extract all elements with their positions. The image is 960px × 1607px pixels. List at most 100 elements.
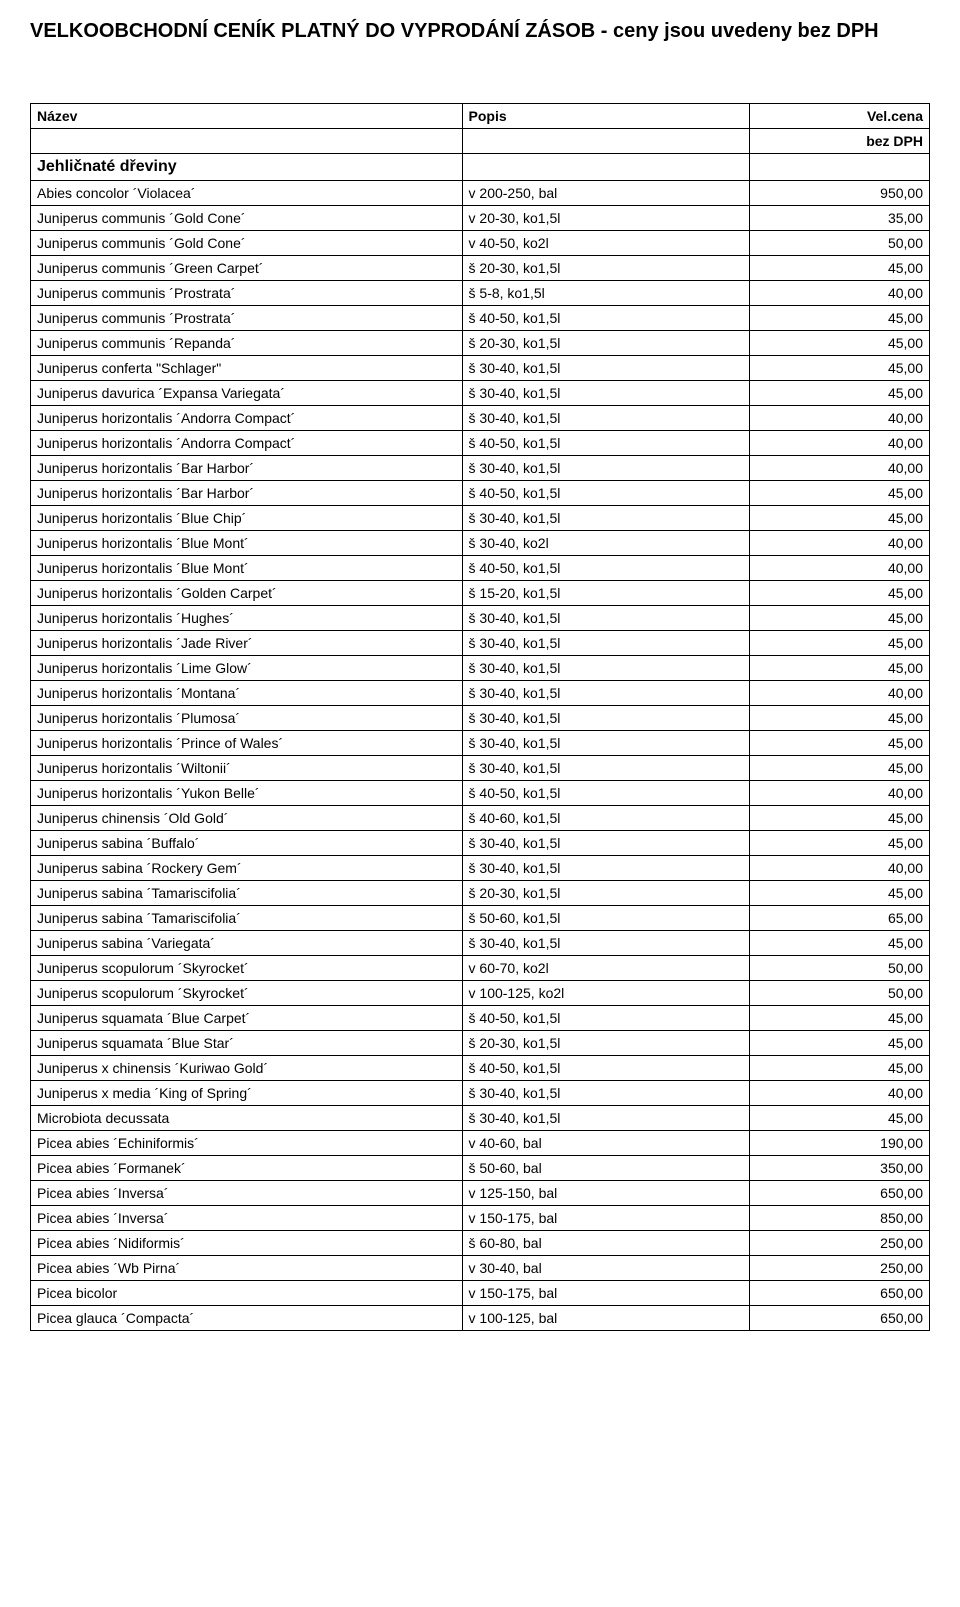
cell-price: 45,00 [750, 1006, 930, 1031]
table-row: Juniperus sabina ´Tamariscifolia´š 50-60… [31, 906, 930, 931]
cell-desc: v 100-125, ko2l [462, 981, 750, 1006]
cell-name: Juniperus horizontalis ´Bar Harbor´ [31, 456, 463, 481]
cell-name: Juniperus sabina ´Rockery Gem´ [31, 856, 463, 881]
cell-desc: š 5-8, ko1,5l [462, 281, 750, 306]
cell-price: 35,00 [750, 206, 930, 231]
header-row: Název Popis Vel.cena [31, 104, 930, 129]
cell-name: Picea abies ´Nidiformis´ [31, 1231, 463, 1256]
section-name: Jehličnaté dřeviny [31, 154, 463, 181]
cell-desc: š 30-40, ko1,5l [462, 731, 750, 756]
table-row: Juniperus horizontalis ´Plumosa´š 30-40,… [31, 706, 930, 731]
cell-name: Juniperus communis ´Gold Cone´ [31, 206, 463, 231]
table-row: Juniperus horizontalis ´Montana´š 30-40,… [31, 681, 930, 706]
table-row: Juniperus scopulorum ´Skyrocket´v 100-12… [31, 981, 930, 1006]
table-row: Juniperus horizontalis ´Bar Harbor´š 40-… [31, 481, 930, 506]
cell-price: 45,00 [750, 656, 930, 681]
cell-name: Picea abies ´Inversa´ [31, 1181, 463, 1206]
cell-name: Juniperus horizontalis ´Blue Chip´ [31, 506, 463, 531]
table-row: Juniperus horizontalis ´Blue Mont´š 30-4… [31, 531, 930, 556]
cell-name: Juniperus scopulorum ´Skyrocket´ [31, 956, 463, 981]
cell-desc: v 20-30, ko1,5l [462, 206, 750, 231]
table-row: Microbiota decussataš 30-40, ko1,5l45,00 [31, 1106, 930, 1131]
cell-name: Abies concolor ´Violacea´ [31, 181, 463, 206]
cell-desc: v 40-50, ko2l [462, 231, 750, 256]
subhead-empty1 [31, 129, 463, 154]
cell-desc: v 150-175, bal [462, 1281, 750, 1306]
cell-name: Juniperus squamata ´Blue Star´ [31, 1031, 463, 1056]
cell-name: Picea glauca ´Compacta´ [31, 1306, 463, 1331]
cell-name: Juniperus sabina ´Variegata´ [31, 931, 463, 956]
cell-name: Juniperus horizontalis ´Jade River´ [31, 631, 463, 656]
cell-desc: š 30-40, ko1,5l [462, 456, 750, 481]
cell-price: 45,00 [750, 356, 930, 381]
cell-desc: š 50-60, ko1,5l [462, 906, 750, 931]
cell-price: 50,00 [750, 231, 930, 256]
cell-desc: š 30-40, ko1,5l [462, 1106, 750, 1131]
cell-desc: v 60-70, ko2l [462, 956, 750, 981]
cell-price: 40,00 [750, 856, 930, 881]
cell-name: Juniperus horizontalis ´Blue Mont´ [31, 531, 463, 556]
table-row: Picea abies ´Inversa´v 150-175, bal850,0… [31, 1206, 930, 1231]
cell-desc: š 40-50, ko1,5l [462, 306, 750, 331]
cell-price: 45,00 [750, 706, 930, 731]
cell-price: 50,00 [750, 981, 930, 1006]
table-row: Juniperus communis ´Gold Cone´v 20-30, k… [31, 206, 930, 231]
header-desc: Popis [462, 104, 750, 129]
cell-price: 40,00 [750, 431, 930, 456]
cell-desc: š 30-40, ko1,5l [462, 506, 750, 531]
cell-desc: š 15-20, ko1,5l [462, 581, 750, 606]
table-row: Juniperus sabina ´Variegata´š 30-40, ko1… [31, 931, 930, 956]
cell-desc: š 30-40, ko1,5l [462, 706, 750, 731]
cell-name: Juniperus sabina ´Tamariscifolia´ [31, 881, 463, 906]
cell-name: Juniperus horizontalis ´Blue Mont´ [31, 556, 463, 581]
cell-name: Juniperus horizontalis ´Bar Harbor´ [31, 481, 463, 506]
table-row: Juniperus horizontalis ´Blue Chip´š 30-4… [31, 506, 930, 531]
cell-name: Juniperus communis ´Prostrata´ [31, 281, 463, 306]
cell-desc: š 30-40, ko1,5l [462, 756, 750, 781]
cell-price: 650,00 [750, 1181, 930, 1206]
cell-name: Juniperus horizontalis ´Prince of Wales´ [31, 731, 463, 756]
header-price: Vel.cena [750, 104, 930, 129]
page-title: VELKOOBCHODNÍ CENÍK PLATNÝ DO VYPRODÁNÍ … [30, 20, 930, 43]
cell-desc: š 20-30, ko1,5l [462, 881, 750, 906]
table-row: Picea bicolorv 150-175, bal650,00 [31, 1281, 930, 1306]
cell-name: Juniperus horizontalis ´Yukon Belle´ [31, 781, 463, 806]
cell-name: Juniperus communis ´Green Carpet´ [31, 256, 463, 281]
cell-desc: š 30-40, ko1,5l [462, 631, 750, 656]
table-row: Juniperus horizontalis ´Andorra Compact´… [31, 406, 930, 431]
cell-desc: š 20-30, ko1,5l [462, 331, 750, 356]
table-row: Juniperus scopulorum ´Skyrocket´v 60-70,… [31, 956, 930, 981]
cell-price: 190,00 [750, 1131, 930, 1156]
cell-desc: š 30-40, ko1,5l [462, 656, 750, 681]
table-row: Juniperus communis ´Green Carpet´š 20-30… [31, 256, 930, 281]
table-row: Juniperus conferta "Schlager"š 30-40, ko… [31, 356, 930, 381]
cell-desc: š 40-50, ko1,5l [462, 1006, 750, 1031]
table-row: Juniperus sabina ´Tamariscifolia´š 20-30… [31, 881, 930, 906]
cell-name: Juniperus communis ´Prostrata´ [31, 306, 463, 331]
table-row: Juniperus sabina ´Buffalo´š 30-40, ko1,5… [31, 831, 930, 856]
table-row: Juniperus horizontalis ´Blue Mont´š 40-5… [31, 556, 930, 581]
table-row: Juniperus horizontalis ´Prince of Wales´… [31, 731, 930, 756]
cell-price: 350,00 [750, 1156, 930, 1181]
table-row: Picea glauca ´Compacta´v 100-125, bal650… [31, 1306, 930, 1331]
cell-desc: š 40-50, ko1,5l [462, 556, 750, 581]
cell-price: 45,00 [750, 306, 930, 331]
table-row: Juniperus communis ´Gold Cone´v 40-50, k… [31, 231, 930, 256]
cell-desc: š 30-40, ko1,5l [462, 681, 750, 706]
section-empty2 [750, 154, 930, 181]
table-row: Picea abies ´Wb Pirna´v 30-40, bal250,00 [31, 1256, 930, 1281]
price-table: Název Popis Vel.cena bez DPH Jehličnaté … [30, 103, 930, 1331]
cell-price: 45,00 [750, 1056, 930, 1081]
cell-desc: š 20-30, ko1,5l [462, 256, 750, 281]
cell-price: 45,00 [750, 931, 930, 956]
cell-name: Juniperus horizontalis ´Andorra Compact´ [31, 431, 463, 456]
table-row: Picea abies ´Echiniformis´v 40-60, bal19… [31, 1131, 930, 1156]
cell-desc: v 150-175, bal [462, 1206, 750, 1231]
cell-price: 45,00 [750, 631, 930, 656]
table-row: Juniperus x media ´King of Spring´š 30-4… [31, 1081, 930, 1106]
cell-desc: š 40-50, ko1,5l [462, 781, 750, 806]
cell-price: 850,00 [750, 1206, 930, 1231]
cell-name: Picea abies ´Formanek´ [31, 1156, 463, 1181]
cell-price: 45,00 [750, 581, 930, 606]
cell-price: 40,00 [750, 681, 930, 706]
